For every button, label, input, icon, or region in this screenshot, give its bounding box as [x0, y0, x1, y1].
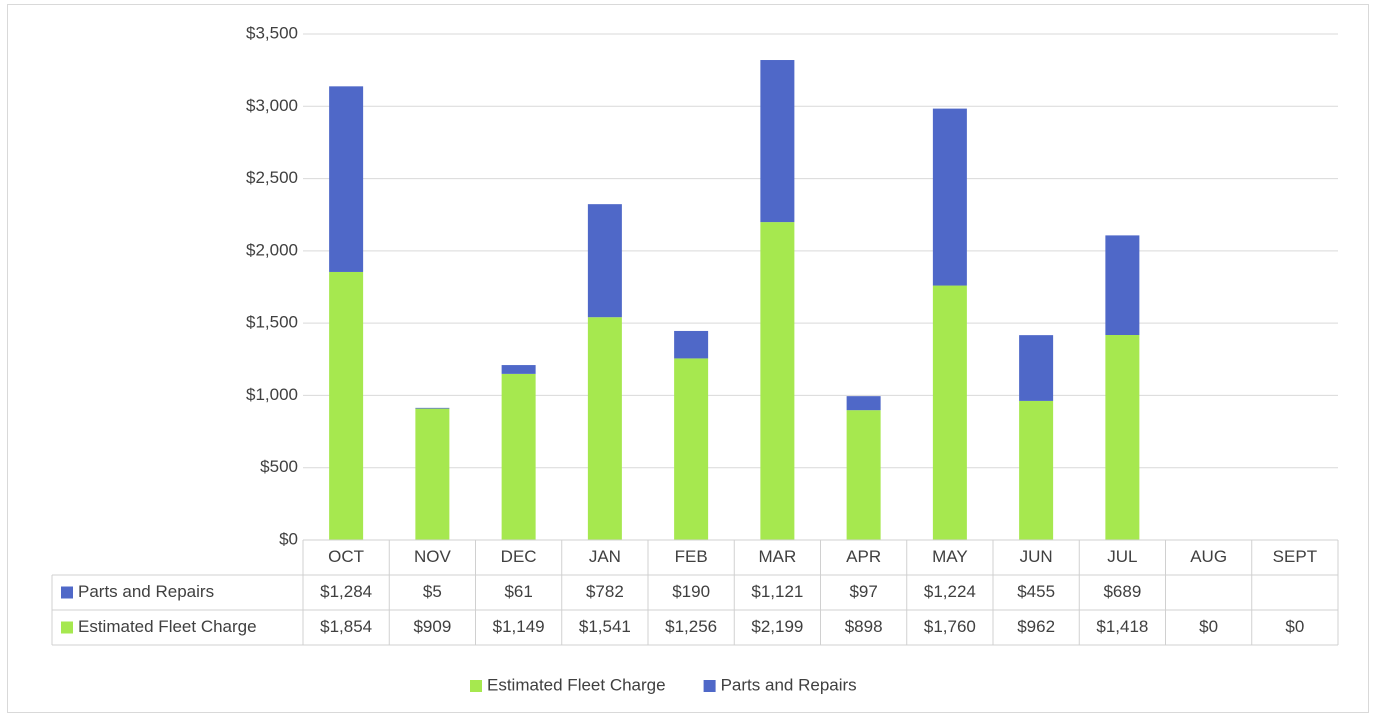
table-legend-key	[61, 586, 73, 599]
table-cell: $689	[1103, 582, 1141, 601]
table-cell: $782	[586, 582, 624, 601]
table-row-label: Parts and Repairs	[78, 582, 214, 601]
table-cell: $1,854	[320, 617, 372, 636]
y-tick-label: $500	[260, 457, 298, 476]
bar-segment	[1019, 400, 1054, 540]
x-tick-label: MAY	[932, 547, 968, 566]
bar-segment	[674, 330, 709, 359]
table-cell: $898	[845, 617, 883, 636]
bar-segment	[1105, 334, 1140, 540]
y-tick-label: $3,000	[246, 96, 298, 115]
x-tick-label: DEC	[501, 547, 537, 566]
x-tick-label: JUL	[1107, 547, 1137, 566]
bar-segment	[760, 60, 795, 223]
bar-segment	[1105, 235, 1140, 335]
legend-key	[470, 680, 482, 692]
table-cell: $0	[1285, 617, 1304, 636]
bar-segment	[415, 408, 450, 540]
bar-segment	[846, 410, 881, 540]
bar-segment	[1019, 335, 1054, 401]
table-cell: $1,541	[579, 617, 631, 636]
legend-key	[703, 680, 716, 692]
table-row-label: Estimated Fleet Charge	[78, 617, 257, 636]
y-tick-label: $2,000	[246, 240, 298, 259]
table-cell: $5	[423, 582, 442, 601]
legend-label: Estimated Fleet Charge	[487, 675, 666, 694]
bar-segment	[329, 271, 364, 540]
table-cell: $1,149	[493, 617, 545, 636]
y-tick-label: $1,500	[246, 313, 298, 332]
bar-segment	[501, 373, 536, 540]
bar-segment	[932, 285, 967, 540]
table-cell: $1,284	[320, 582, 372, 601]
x-tick-label: JUN	[1020, 547, 1053, 566]
y-tick-label: $1,000	[246, 385, 298, 404]
y-tick-label: $0	[279, 529, 298, 548]
y-tick-label: $2,500	[246, 168, 298, 187]
x-tick-label: NOV	[414, 547, 452, 566]
table-cell: $909	[413, 617, 451, 636]
table-cell: $962	[1017, 617, 1055, 636]
table-cell: $61	[504, 582, 532, 601]
x-tick-label: AUG	[1190, 547, 1227, 566]
bar-segment	[932, 108, 967, 286]
table-cell: $97	[849, 582, 877, 601]
table-cell: $2,199	[751, 617, 803, 636]
table-cell: $455	[1017, 582, 1055, 601]
bar-segment	[587, 204, 622, 318]
y-tick-label: $3,500	[246, 23, 298, 42]
bar-segment	[415, 407, 450, 409]
bar-segment	[760, 222, 795, 540]
bar-segment	[587, 317, 622, 540]
table-cell: $1,418	[1096, 617, 1148, 636]
x-tick-label: JAN	[589, 547, 621, 566]
x-tick-label: SEPT	[1273, 547, 1317, 566]
table-cell: $1,256	[665, 617, 717, 636]
bar-segment	[501, 365, 536, 374]
table-cell: $1,121	[751, 582, 803, 601]
x-tick-label: APR	[846, 547, 881, 566]
table-cell: $1,224	[924, 582, 976, 601]
legend-label: Parts and Repairs	[721, 675, 857, 694]
table-legend-key	[61, 621, 73, 634]
table-cell: $1,760	[924, 617, 976, 636]
bar-segment	[674, 358, 709, 540]
x-tick-label: FEB	[675, 547, 708, 566]
bar-segment	[329, 86, 364, 272]
table-cell: $0	[1199, 617, 1218, 636]
table-cell: $190	[672, 582, 710, 601]
bar-segment	[846, 396, 881, 411]
x-tick-label: MAR	[758, 547, 796, 566]
x-tick-label: OCT	[328, 547, 364, 566]
